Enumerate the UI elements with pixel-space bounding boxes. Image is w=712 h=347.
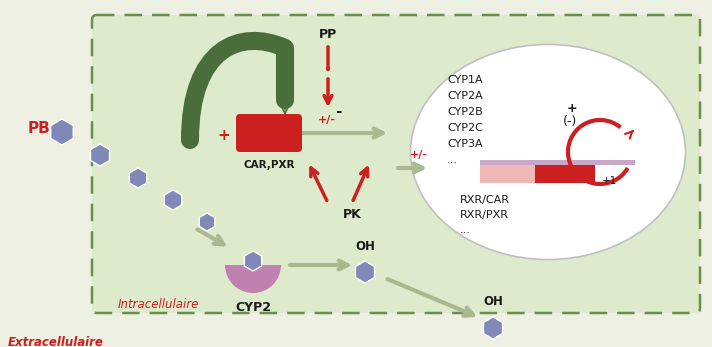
Text: CYP2B: CYP2B bbox=[447, 107, 483, 117]
Polygon shape bbox=[483, 317, 503, 339]
Polygon shape bbox=[355, 261, 375, 283]
FancyBboxPatch shape bbox=[480, 160, 635, 165]
FancyBboxPatch shape bbox=[236, 114, 302, 152]
Polygon shape bbox=[244, 251, 262, 271]
Text: CAR,PXR: CAR,PXR bbox=[244, 160, 295, 170]
Text: -: - bbox=[335, 104, 341, 119]
Polygon shape bbox=[130, 168, 147, 188]
Text: RXR/CAR: RXR/CAR bbox=[460, 195, 510, 205]
Text: CYP2A: CYP2A bbox=[447, 91, 483, 101]
Ellipse shape bbox=[411, 44, 686, 260]
Text: (-): (-) bbox=[563, 115, 577, 128]
Polygon shape bbox=[90, 144, 110, 166]
Text: CYP2: CYP2 bbox=[235, 301, 271, 314]
Text: +/-: +/- bbox=[410, 150, 428, 160]
Polygon shape bbox=[164, 190, 182, 210]
Polygon shape bbox=[199, 213, 215, 231]
Text: +1: +1 bbox=[602, 176, 617, 186]
Text: ...: ... bbox=[447, 155, 458, 165]
Text: OH: OH bbox=[483, 295, 503, 308]
Text: CYP1A: CYP1A bbox=[447, 75, 483, 85]
FancyBboxPatch shape bbox=[92, 15, 700, 313]
Text: +: + bbox=[218, 127, 231, 143]
FancyBboxPatch shape bbox=[480, 165, 545, 183]
Polygon shape bbox=[51, 119, 73, 145]
Text: Intracellulaire: Intracellulaire bbox=[118, 298, 199, 311]
Text: OH: OH bbox=[355, 240, 375, 253]
Text: Extracellulaire: Extracellulaire bbox=[8, 336, 104, 347]
Text: CYP2C: CYP2C bbox=[447, 123, 483, 133]
Text: +/-: +/- bbox=[318, 115, 336, 125]
Text: RXR/PXR: RXR/PXR bbox=[460, 210, 509, 220]
Text: ...: ... bbox=[460, 225, 471, 235]
Text: PB: PB bbox=[28, 120, 51, 135]
Text: +: + bbox=[567, 102, 577, 115]
Text: PK: PK bbox=[342, 208, 362, 221]
Wedge shape bbox=[225, 265, 281, 293]
Text: CYP3A: CYP3A bbox=[447, 139, 483, 149]
FancyBboxPatch shape bbox=[535, 165, 595, 183]
Text: PP: PP bbox=[319, 28, 337, 41]
